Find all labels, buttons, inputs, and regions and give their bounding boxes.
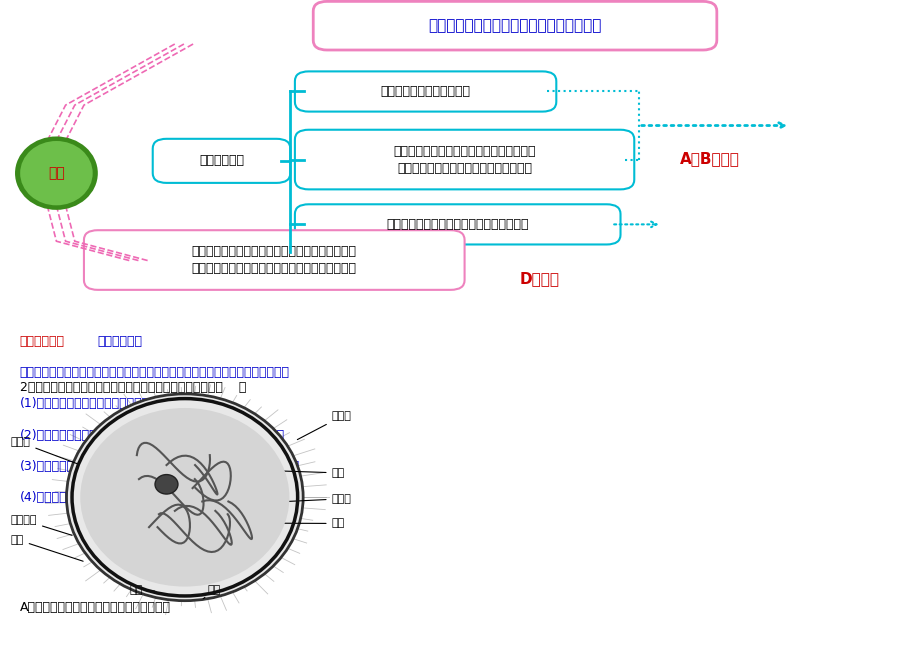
Text: 微管: 微管 bbox=[276, 518, 345, 529]
Ellipse shape bbox=[16, 137, 96, 209]
Ellipse shape bbox=[80, 408, 289, 587]
Text: 核仁: 核仁 bbox=[197, 468, 345, 478]
FancyBboxPatch shape bbox=[153, 139, 290, 183]
FancyBboxPatch shape bbox=[295, 72, 556, 111]
Text: (4)相互对照：几种处理(或水平)互为对照。: (4)相互对照：几种处理(或水平)互为对照。 bbox=[19, 491, 175, 504]
Text: 核孔: 核孔 bbox=[10, 534, 83, 561]
Ellipse shape bbox=[155, 475, 177, 494]
Text: 中等纤维: 中等纤维 bbox=[10, 515, 72, 535]
Text: 外膜: 外膜 bbox=[203, 585, 221, 599]
Text: 解析: 解析 bbox=[48, 166, 64, 180]
Ellipse shape bbox=[66, 394, 303, 601]
Ellipse shape bbox=[21, 142, 92, 204]
Text: 实验对照原则: 实验对照原则 bbox=[97, 335, 142, 348]
FancyBboxPatch shape bbox=[84, 230, 464, 290]
Text: A．图中可以看出，内质网膜和核膜直接相连: A．图中可以看出，内质网膜和核膜直接相连 bbox=[19, 601, 171, 614]
Text: 同时假根中除细胞核外还有其他物质或结构: 同时假根中除细胞核外还有其他物质或结构 bbox=[386, 218, 528, 231]
Text: 【技巧点拨】: 【技巧点拨】 bbox=[19, 335, 64, 348]
Text: (2)实验对照：对照组不施加处理因素，但施加某种与处理因素有关实验因素。: (2)实验对照：对照组不施加处理因素，但施加某种与处理因素有关实验因素。 bbox=[19, 428, 285, 441]
Text: 通过设置对照实验，既可排除无关变量影响，又可增加实验结果可信度和说服力。: 通过设置对照实验，既可排除无关变量影响，又可增加实验结果可信度和说服力。 bbox=[19, 367, 289, 380]
Text: 性状的表达除受细胞核中的遗传物质控制外，还受
伞柄甲中细胞质中遗传物质和外界环境因素的影响: 性状的表达除受细胞核中的遗传物质控制外，还受 伞柄甲中细胞质中遗传物质和外界环境… bbox=[191, 245, 357, 275]
Text: 但要通过实验证明细胞核决定伞帽的特征，
需同时进对照实验，以增强实验的说服力: 但要通过实验证明细胞核决定伞帽的特征， 需同时进对照实验，以增强实验的说服力 bbox=[393, 145, 535, 174]
FancyBboxPatch shape bbox=[312, 1, 716, 50]
Text: 内质网: 内质网 bbox=[10, 437, 77, 464]
FancyBboxPatch shape bbox=[295, 204, 619, 245]
Text: 中心体: 中心体 bbox=[243, 494, 351, 504]
Text: (3)自身对照：对照与实验在同一受试对象进行，如以病人用药前后血压值作对比。: (3)自身对照：对照与实验在同一受试对象进行，如以病人用药前后血压值作对比。 bbox=[19, 460, 300, 473]
Text: 内膜: 内膜 bbox=[130, 585, 154, 594]
Text: (1)空白对照：对照组不施加任何处理因素。: (1)空白对照：对照组不施加任何处理因素。 bbox=[19, 398, 172, 410]
Text: A、B项错误: A、B项错误 bbox=[679, 152, 739, 167]
Text: 2．如图表示某生物细胞核结构组成，下列有关叙述错误是（    ）: 2．如图表示某生物细胞核结构组成，下列有关叙述错误是（ ） bbox=[19, 381, 246, 394]
Text: 染色质: 染色质 bbox=[297, 411, 351, 439]
Text: D项错误: D项错误 bbox=[519, 271, 559, 286]
Text: 细胞代谢和遗传的控制中心: 细胞代谢和遗传的控制中心 bbox=[380, 85, 471, 98]
Text: 【考点】资料分析题型，考查细胞核的功能: 【考点】资料分析题型，考查细胞核的功能 bbox=[428, 18, 601, 33]
Text: 细胞核的功能: 细胞核的功能 bbox=[199, 154, 244, 167]
FancyBboxPatch shape bbox=[295, 130, 633, 189]
